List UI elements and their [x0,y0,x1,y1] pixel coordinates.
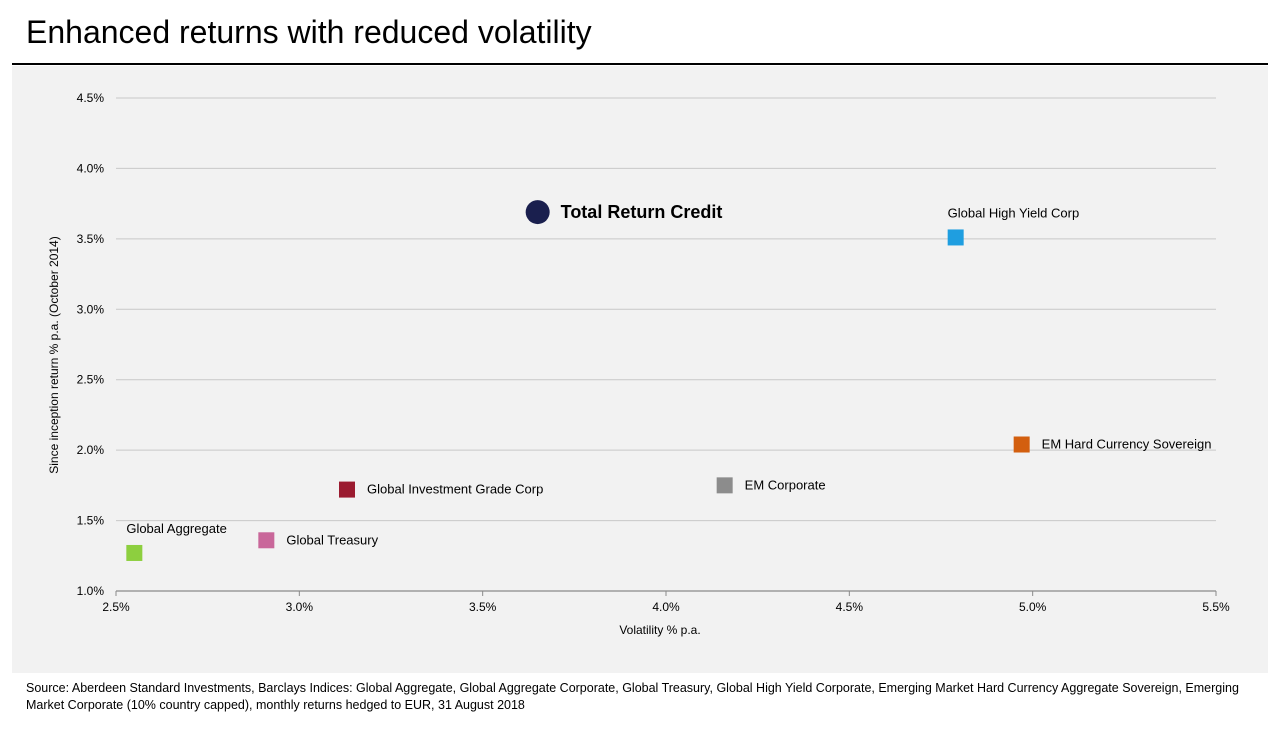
label-global-high-yield-corp: Global High Yield Corp [948,205,1080,220]
data-points: Total Return Credit Global High Yield Cor… [126,200,1211,561]
label-global-investment-grade-corp: Global Investment Grade Corp [367,482,543,497]
point-em-hard-currency-sovereign [1013,436,1030,453]
point-em-corporate [716,477,733,494]
axes [115,590,1217,596]
x-tick-labels: 2.5% 3.0% 3.5% 4.0% 4.5% 5.0% 5.5% [102,600,1230,614]
x-tick-label: 3.0% [286,600,314,614]
point-global-high-yield-corp [947,229,964,246]
y-tick-label: 3.5% [77,232,105,246]
y-tick-label: 1.0% [77,584,105,598]
x-tick-label: 4.5% [836,600,864,614]
point-global-investment-grade-corp [339,481,355,498]
page-title: Enhanced returns with reduced volatility [26,14,592,50]
label-total-return-credit: Total Return Credit [561,202,723,222]
gridlines [116,97,1216,522]
label-global-treasury: Global Treasury [286,532,378,547]
label-em-corporate: EM Corporate [745,477,826,492]
y-tick-label: 2.5% [77,373,105,387]
point-global-aggregate [126,544,143,561]
point-total-return-credit [525,200,550,225]
x-tick-label: 3.5% [469,600,497,614]
x-tick-label: 5.0% [1019,600,1047,614]
y-tick-label: 2.0% [77,443,105,457]
x-tick-label: 5.5% [1202,600,1230,614]
point-global-treasury [258,532,275,549]
x-tick-label: 2.5% [102,600,130,614]
y-tick-label: 3.0% [77,302,105,316]
y-tick-labels: 1.0% 1.5% 2.0% 2.5% 3.0% 3.5% 4.0% 4.5% [77,91,105,598]
y-axis-label: Since inception return % p.a. (October 2… [47,236,61,473]
y-tick-label: 4.0% [77,161,105,175]
y-tick-label: 4.5% [77,91,105,105]
source-note: Source: Aberdeen Standard Investments, B… [26,681,1239,712]
x-tick-label: 4.0% [652,600,680,614]
chart-panel [12,66,1268,673]
label-em-hard-currency-sovereign: EM Hard Currency Sovereign [1042,437,1212,452]
label-global-aggregate: Global Aggregate [126,521,226,536]
x-axis-label: Volatility % p.a. [619,623,700,637]
y-tick-label: 1.5% [77,514,105,528]
title-divider [12,63,1268,65]
